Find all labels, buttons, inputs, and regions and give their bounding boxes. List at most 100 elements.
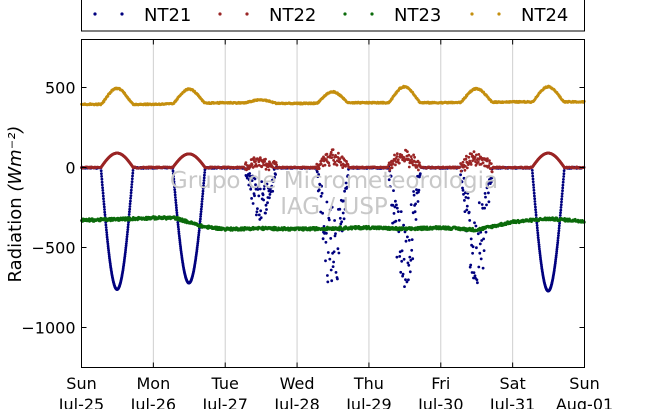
data-point: [416, 200, 420, 203]
data-point: [326, 280, 330, 284]
data-point: [100, 183, 104, 187]
data-point: [256, 207, 259, 211]
data-point: [489, 180, 493, 184]
data-point: [561, 189, 564, 193]
y-axis-label: Radiation (Wm⁻²): [5, 126, 26, 283]
data-point: [327, 218, 331, 222]
data-point: [106, 238, 109, 241]
data-point: [487, 164, 491, 168]
data-point: [316, 175, 320, 179]
data-point: [257, 185, 260, 189]
data-point: [473, 155, 477, 159]
data-point: [129, 194, 133, 198]
data-point: [418, 161, 421, 165]
data-point: [257, 213, 261, 217]
data-point: [107, 248, 110, 252]
data-point: [559, 211, 562, 215]
data-point: [473, 274, 477, 278]
data-point: [176, 223, 180, 227]
data-point: [330, 156, 334, 160]
data-point: [559, 208, 563, 212]
data-point: [465, 208, 469, 212]
data-point: [562, 175, 566, 178]
data-point: [479, 257, 483, 261]
data-point: [254, 160, 257, 163]
y-tick-label: −500: [32, 239, 76, 258]
data-point: [393, 153, 396, 157]
data-point: [556, 243, 559, 247]
legend-marker: [470, 12, 474, 16]
data-point: [101, 189, 105, 192]
data-point: [125, 233, 129, 236]
data-point: [104, 221, 108, 224]
data-point: [271, 165, 275, 169]
data-point: [343, 207, 347, 211]
data-point: [105, 235, 109, 239]
data-point: [202, 184, 205, 188]
data-point: [201, 187, 205, 190]
data-point: [131, 174, 134, 178]
data-point: [402, 156, 406, 160]
data-point: [264, 203, 268, 207]
legend-marker: [218, 12, 222, 16]
data-point: [410, 158, 414, 161]
data-point: [409, 203, 413, 207]
data-point: [531, 177, 535, 181]
data-point: [175, 206, 178, 210]
data-point: [344, 181, 348, 185]
data-point: [555, 216, 559, 220]
data-point: [262, 187, 266, 191]
data-point: [487, 200, 491, 204]
data-point: [260, 165, 264, 169]
data-point: [326, 251, 330, 254]
data-point: [534, 205, 537, 209]
data-point: [126, 230, 129, 234]
data-point: [471, 251, 474, 255]
data-point: [254, 183, 257, 187]
data-point: [255, 164, 259, 168]
data-point: [330, 205, 334, 209]
data-point: [330, 279, 334, 283]
data-point: [263, 184, 266, 188]
data-point: [250, 197, 254, 200]
data-point: [560, 200, 563, 204]
data-point: [402, 223, 405, 227]
data-point: [332, 260, 335, 264]
data-point: [260, 180, 264, 184]
data-point: [403, 230, 407, 234]
data-point: [464, 191, 467, 195]
data-point: [410, 248, 414, 252]
data-point: [415, 188, 418, 192]
data-point: [177, 227, 181, 231]
data-point: [399, 270, 403, 274]
data-point: [390, 166, 394, 170]
data-point: [103, 213, 107, 217]
data-point: [560, 192, 564, 196]
data-point: [388, 185, 392, 189]
data-point: [533, 197, 537, 201]
data-point: [490, 176, 494, 180]
data-point: [343, 189, 346, 193]
data-point: [338, 157, 342, 161]
data-point: [536, 236, 540, 240]
data-point: [128, 205, 132, 208]
data-point: [463, 199, 466, 202]
data-point: [480, 239, 484, 242]
data-point: [534, 208, 537, 212]
data-point: [345, 185, 349, 189]
data-point: [469, 263, 473, 267]
data-point: [463, 168, 467, 172]
data-point: [408, 270, 412, 274]
data-point: [557, 231, 560, 235]
data-point: [486, 184, 489, 188]
data-point: [342, 217, 346, 221]
data-point: [460, 180, 464, 184]
data-point: [329, 237, 333, 240]
data-point: [325, 200, 329, 204]
data-point: [103, 210, 107, 214]
data-point: [417, 188, 421, 192]
data-point: [101, 186, 104, 190]
data-point: [202, 181, 206, 185]
data-point: [532, 183, 535, 187]
